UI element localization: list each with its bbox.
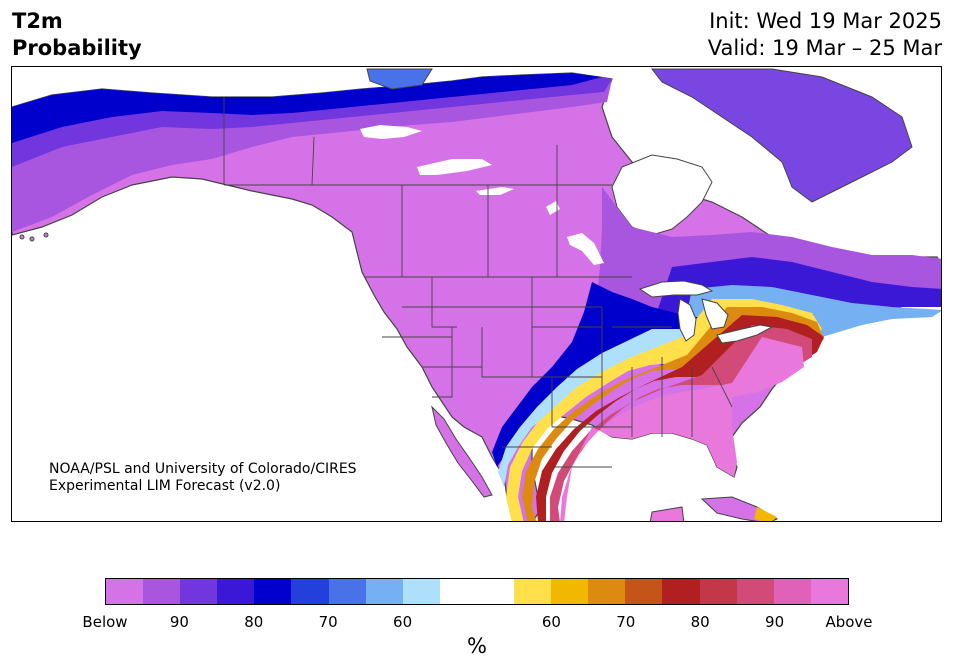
colorbar-tick-label: 90 (169, 613, 189, 631)
colorbar-unit: % (467, 634, 487, 658)
colorbar-swatch (551, 579, 589, 604)
map-panel (11, 66, 942, 522)
colorbar-swatch (328, 579, 366, 604)
great-bear-lake (360, 125, 422, 139)
colorbar-swatch (699, 579, 737, 604)
lake-athabasca (476, 187, 514, 195)
colorbar-tick-label: 80 (244, 613, 264, 631)
political-borders (223, 97, 733, 468)
credit-line-2: Experimental LIM Forecast (v2.0) (49, 478, 281, 494)
title-block: T2m Probability (12, 8, 142, 62)
cuba-warm (754, 507, 777, 521)
date-block: Init: Wed 19 Mar 2025 Valid: 19 Mar – 25… (708, 8, 942, 62)
lake-michigan (677, 298, 697, 342)
baja-california (431, 405, 493, 498)
init-date: Init: Wed 19 Mar 2025 (709, 9, 942, 33)
colorbar-swatch (662, 579, 700, 604)
reindeer-lake (546, 201, 560, 215)
colorbar-swatch (588, 579, 626, 604)
credit-line-1: NOAA/PSL and University of Colorado/CIRE… (49, 461, 357, 477)
lake-superior (638, 280, 714, 298)
variable-title: T2m (12, 9, 63, 33)
aleutian-islands (19, 232, 49, 242)
arctic-band-dark (12, 73, 602, 143)
colorbar-swatch (180, 579, 218, 604)
colorbar-swatch (402, 579, 440, 604)
valid-dates: Valid: 19 Mar – 25 Mar (707, 36, 942, 60)
colorbar-swatch (291, 579, 329, 604)
colorbar-swatch (217, 579, 255, 604)
colorbar-tick-label: 70 (318, 613, 338, 631)
colorbar-swatch (773, 579, 811, 604)
lake-erie-ontario (716, 324, 774, 344)
colorbar-swatch (476, 579, 515, 604)
colorbar-tick-label: 70 (616, 613, 636, 631)
colorbar-swatch (810, 579, 848, 604)
colorbar-tick-label: Above (825, 613, 873, 631)
colorbar-tick-label: 60 (541, 613, 561, 631)
colorbar-swatch (625, 579, 663, 604)
map-svg (12, 68, 941, 521)
colorbar-tick-label: Below (82, 613, 128, 631)
colorbar-tick-label: 80 (690, 613, 710, 631)
colorbar-swatch (106, 579, 144, 604)
colorbar-swatch (254, 579, 292, 604)
greenland (650, 68, 913, 203)
colorbar (105, 578, 849, 605)
lake-winnipeg (567, 233, 604, 265)
product-title: Probability (12, 36, 142, 60)
colorbar-swatch (439, 579, 477, 604)
colorbar-tick-label: 60 (393, 613, 413, 631)
yucatan (649, 506, 685, 521)
lake-huron (701, 298, 729, 330)
arctic-island-blue (366, 68, 433, 90)
above-normal-region (560, 337, 804, 521)
great-slave-lake (417, 159, 492, 175)
colorbar-swatch (143, 579, 181, 604)
colorbar-swatch (514, 579, 552, 604)
colorbar-swatch (736, 579, 774, 604)
colorbar-swatch (365, 579, 403, 604)
credit-block: NOAA/PSL and University of Colorado/CIRE… (49, 461, 357, 495)
colorbar-tick-label: 90 (765, 613, 785, 631)
